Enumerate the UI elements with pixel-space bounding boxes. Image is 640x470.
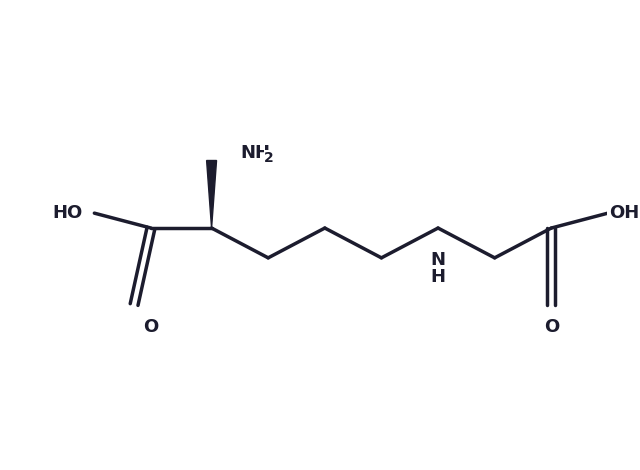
Text: O: O xyxy=(543,318,559,337)
Text: N: N xyxy=(431,251,445,269)
Text: H: H xyxy=(431,268,445,286)
Text: HO: HO xyxy=(52,204,83,222)
Text: 2: 2 xyxy=(264,150,274,164)
Text: NH: NH xyxy=(241,143,270,162)
Text: O: O xyxy=(143,318,159,337)
Polygon shape xyxy=(207,160,216,228)
Text: OH: OH xyxy=(609,204,639,222)
